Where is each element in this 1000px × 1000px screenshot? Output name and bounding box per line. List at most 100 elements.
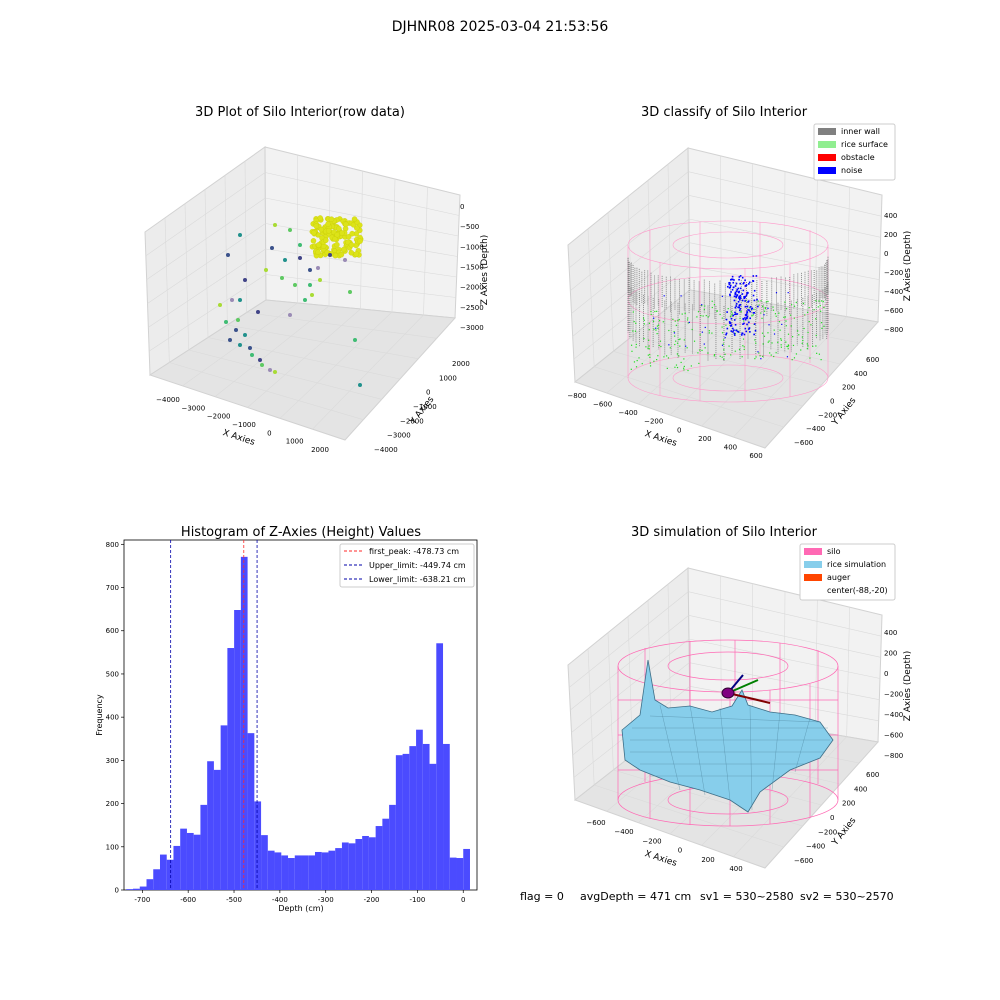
hist-bar xyxy=(227,648,235,890)
im-yticks-label: 400 xyxy=(854,785,867,793)
rice-point xyxy=(787,348,789,350)
rice-point xyxy=(708,332,710,334)
noise-point xyxy=(734,323,737,326)
hist-x-tick-label: -600 xyxy=(180,896,196,904)
rice-point xyxy=(675,340,677,342)
rice-point xyxy=(635,346,637,348)
sim-surface-mesh xyxy=(630,704,830,811)
rice-point xyxy=(683,369,685,371)
raw-point xyxy=(348,242,355,248)
rice-point xyxy=(683,367,685,369)
noise-point xyxy=(741,299,744,302)
cl-zticks-label: 200 xyxy=(884,231,897,239)
noise-point xyxy=(746,323,748,326)
rice-point xyxy=(634,330,637,332)
noise-point xyxy=(773,333,776,335)
hist-bar xyxy=(234,610,241,890)
rice-point xyxy=(721,356,723,358)
raw-xtick-label: −4000 xyxy=(156,396,180,404)
hist-bar xyxy=(133,888,140,890)
hist-x-tick-label: 0 xyxy=(461,896,465,904)
hist-y-tick-label: 200 xyxy=(106,800,119,808)
rice-point xyxy=(807,311,809,314)
hist-legend: first_peak: -478.73 cm Upper_limit: -449… xyxy=(339,543,475,588)
raw-point xyxy=(317,215,323,221)
raw-point xyxy=(345,233,352,240)
noise-point xyxy=(734,293,737,295)
rice-point xyxy=(758,352,760,354)
rice-point xyxy=(647,347,649,349)
noise-point xyxy=(729,294,731,297)
rice-point xyxy=(719,313,721,315)
raw-xtick-label: 0 xyxy=(267,429,271,437)
noise-point xyxy=(731,275,734,278)
rice-point xyxy=(684,312,686,314)
legend-rice-simulation: rice simulation xyxy=(827,560,886,569)
hist-y-tick-label: 300 xyxy=(106,757,119,765)
noise-point xyxy=(735,329,738,331)
raw-point xyxy=(308,283,312,287)
cl-zticks-label: −200 xyxy=(884,269,903,277)
noise-point xyxy=(736,330,739,333)
rice-point xyxy=(686,319,689,321)
noise-point xyxy=(729,322,732,324)
rice-point xyxy=(659,340,662,342)
im-zticks-label: 0 xyxy=(884,670,888,678)
hist-bar xyxy=(443,743,450,890)
cl-xticks-label: −600 xyxy=(593,401,612,409)
raw-point xyxy=(336,225,342,232)
rice-point xyxy=(785,320,787,322)
legend-swatch-obstacle xyxy=(818,154,836,161)
rice-point xyxy=(667,357,670,359)
raw-point xyxy=(280,276,284,280)
rice-point xyxy=(648,322,651,324)
cl-xticks-label: −400 xyxy=(619,409,638,417)
rice-point xyxy=(801,336,803,338)
hist-y-tick-label: 800 xyxy=(106,541,119,549)
cl-yticks-label: 0 xyxy=(830,398,834,406)
grid-line xyxy=(689,266,879,302)
rice-point xyxy=(643,323,646,325)
hist-bar xyxy=(308,855,315,890)
rice-point xyxy=(683,339,685,341)
hist-bar xyxy=(193,834,201,890)
rice-point xyxy=(768,340,770,342)
raw-point xyxy=(243,278,247,282)
raw-point xyxy=(250,353,254,357)
rice-point xyxy=(790,325,792,327)
raw-title: 3D Plot of Silo Interior(row data) xyxy=(195,105,405,120)
raw-point xyxy=(288,313,292,317)
rice-point xyxy=(792,336,794,338)
rice-point xyxy=(820,300,823,302)
rice-point xyxy=(704,347,706,349)
rice-point xyxy=(777,341,779,343)
raw-y-ticks: −4000 −3000 −2000 −1000 0 1000 2000 xyxy=(374,360,470,454)
legend-inner-wall: inner wall xyxy=(841,127,880,136)
hist-y-tick-label: 400 xyxy=(106,714,119,722)
classify-zlabel: Z Axies (Depth) xyxy=(903,231,913,302)
hist-bar xyxy=(139,886,147,890)
raw-zlabel: Z Axies (Depth) xyxy=(480,235,490,306)
noise-point xyxy=(756,298,758,301)
noise-point xyxy=(734,285,737,287)
cl-xticks-label: 600 xyxy=(749,452,762,460)
noise-point xyxy=(735,290,738,293)
rice-point xyxy=(711,306,713,309)
rice-point xyxy=(662,321,664,323)
rice-point xyxy=(751,315,753,317)
raw-ztick-label: −1000 xyxy=(460,243,484,251)
raw-xtick-label: 2000 xyxy=(311,446,329,454)
rice-point xyxy=(686,347,688,349)
grid-line xyxy=(149,274,266,352)
noise-point xyxy=(730,330,733,332)
rice-point xyxy=(804,314,806,316)
rice-point xyxy=(815,334,817,337)
rice-point xyxy=(650,310,652,313)
noise-point xyxy=(752,275,755,277)
rice-point xyxy=(778,312,780,314)
legend-first-peak: first_peak: -478.73 cm xyxy=(369,547,459,556)
raw-xtick-label: −2000 xyxy=(207,413,231,421)
raw-point xyxy=(328,253,332,257)
sv1-text: sv1 = 530~2580 xyxy=(700,890,794,903)
hist-bar xyxy=(180,828,187,890)
